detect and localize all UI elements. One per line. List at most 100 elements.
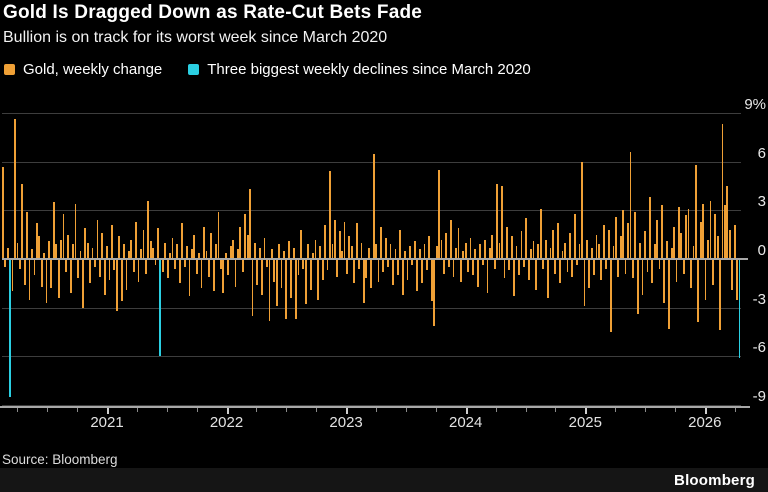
weekly-change-bar bbox=[648, 197, 651, 259]
decline-highlight-bar bbox=[9, 259, 12, 397]
weekly-change-bar bbox=[358, 259, 360, 269]
x-axis-minor-tick bbox=[196, 408, 198, 412]
weekly-change-bar bbox=[484, 239, 486, 259]
weekly-change-bar bbox=[680, 233, 683, 259]
weekly-change-bar bbox=[81, 259, 84, 308]
weekly-change-bar bbox=[639, 242, 642, 259]
weekly-change-bar bbox=[300, 229, 302, 259]
weekly-change-bar bbox=[537, 244, 540, 259]
weekly-change-bar bbox=[653, 244, 656, 259]
x-axis-minor-tick bbox=[495, 408, 497, 412]
weekly-change-bar bbox=[423, 244, 426, 259]
weekly-change-bar bbox=[6, 247, 9, 259]
weekly-change-bar bbox=[619, 236, 622, 259]
weekly-change-bar bbox=[127, 250, 130, 259]
weekly-change-bar bbox=[636, 259, 639, 315]
weekly-change-bar bbox=[629, 151, 632, 259]
weekly-change-bar bbox=[348, 236, 351, 259]
weekly-change-bar bbox=[568, 233, 571, 259]
weekly-change-bar bbox=[312, 252, 314, 259]
weekly-change-bar bbox=[615, 216, 617, 259]
weekly-change-bar bbox=[532, 241, 535, 259]
x-axis-minor-tick bbox=[376, 408, 377, 412]
y-axis-label: -3 bbox=[752, 290, 766, 308]
weekly-change-bar bbox=[45, 259, 48, 303]
weekly-change-bar bbox=[14, 119, 16, 259]
weekly-change-bar bbox=[135, 221, 138, 259]
y-axis-label: 6 bbox=[757, 144, 766, 162]
weekly-change-bar bbox=[16, 242, 19, 259]
weekly-change-bar bbox=[699, 221, 702, 259]
weekly-change-bar bbox=[266, 259, 268, 268]
x-axis-major-tick bbox=[346, 408, 349, 414]
x-axis-minor-tick bbox=[405, 408, 407, 412]
weekly-change-bar bbox=[724, 205, 726, 259]
weekly-change-bar bbox=[411, 259, 414, 266]
weekly-change-bar bbox=[43, 252, 45, 259]
weekly-change-bar bbox=[207, 259, 210, 277]
weekly-change-bar bbox=[186, 246, 188, 259]
weekly-change-bar bbox=[479, 244, 482, 259]
weekly-change-bar bbox=[65, 259, 67, 272]
chart-legend: Gold, weekly change Three biggest weekly… bbox=[4, 61, 531, 78]
weekly-change-bar bbox=[91, 247, 94, 259]
y-axis-label: -6 bbox=[752, 339, 766, 357]
weekly-change-bar bbox=[520, 231, 523, 259]
weekly-change-bar bbox=[329, 171, 331, 259]
weekly-change-bar bbox=[253, 242, 256, 259]
y-axis-label: 9% bbox=[744, 96, 766, 113]
weekly-change-bar bbox=[234, 259, 237, 287]
weekly-change-bar bbox=[406, 259, 409, 281]
weekly-change-bar bbox=[365, 259, 368, 279]
weekly-change-bar bbox=[605, 259, 608, 269]
weekly-change-bar bbox=[593, 259, 595, 276]
x-axis-minor-tick bbox=[256, 408, 258, 412]
weekly-change-bar bbox=[438, 169, 440, 259]
weekly-change-bar bbox=[576, 259, 579, 266]
x-axis-minor-tick bbox=[734, 408, 736, 412]
weekly-change-bar bbox=[360, 242, 363, 259]
gridline bbox=[2, 113, 741, 114]
weekly-change-bar bbox=[670, 247, 673, 259]
weekly-change-bar bbox=[26, 211, 29, 259]
weekly-change-bar bbox=[212, 259, 215, 292]
weekly-change-bar bbox=[384, 237, 387, 259]
weekly-change-bar bbox=[578, 244, 581, 259]
weekly-change-bar bbox=[467, 259, 469, 272]
weekly-change-bar bbox=[624, 259, 627, 274]
weekly-change-bar bbox=[372, 153, 375, 259]
weekly-change-bar bbox=[118, 236, 121, 259]
weekly-change-bar bbox=[389, 244, 392, 259]
weekly-change-bar bbox=[673, 226, 675, 259]
weekly-change-bar bbox=[246, 234, 249, 259]
weekly-change-bar bbox=[244, 213, 247, 259]
weekly-change-bar bbox=[273, 259, 276, 282]
x-axis-minor-tick bbox=[316, 408, 318, 412]
weekly-change-bar bbox=[363, 259, 365, 303]
weekly-change-bar bbox=[733, 224, 736, 259]
x-axis-minor-tick bbox=[47, 408, 49, 412]
weekly-change-bar bbox=[169, 252, 171, 259]
weekly-change-bar bbox=[181, 223, 184, 259]
weekly-change-bar bbox=[38, 236, 41, 259]
weekly-change-bar bbox=[527, 259, 530, 281]
x-axis-line bbox=[0, 406, 750, 408]
weekly-change-bar bbox=[77, 259, 79, 279]
weekly-change-bar bbox=[251, 259, 254, 316]
weekly-change-bar bbox=[40, 259, 43, 287]
x-axis-major-tick bbox=[704, 408, 707, 414]
weekly-change-bar bbox=[656, 220, 658, 259]
weekly-change-bar bbox=[462, 250, 465, 259]
weekly-change-bar bbox=[505, 226, 508, 259]
weekly-change-bar bbox=[522, 259, 525, 268]
weekly-change-bar bbox=[716, 236, 719, 259]
x-axis-year-label: 2024 bbox=[449, 414, 483, 431]
gold-series-swatch-icon bbox=[4, 64, 15, 75]
weekly-change-bar bbox=[418, 249, 421, 259]
weekly-change-bar bbox=[581, 161, 583, 259]
weekly-change-bar bbox=[413, 241, 416, 259]
weekly-change-bar bbox=[319, 246, 322, 259]
plot-area bbox=[2, 113, 749, 406]
weekly-change-bar bbox=[428, 236, 431, 259]
weekly-change-bar bbox=[338, 231, 341, 259]
